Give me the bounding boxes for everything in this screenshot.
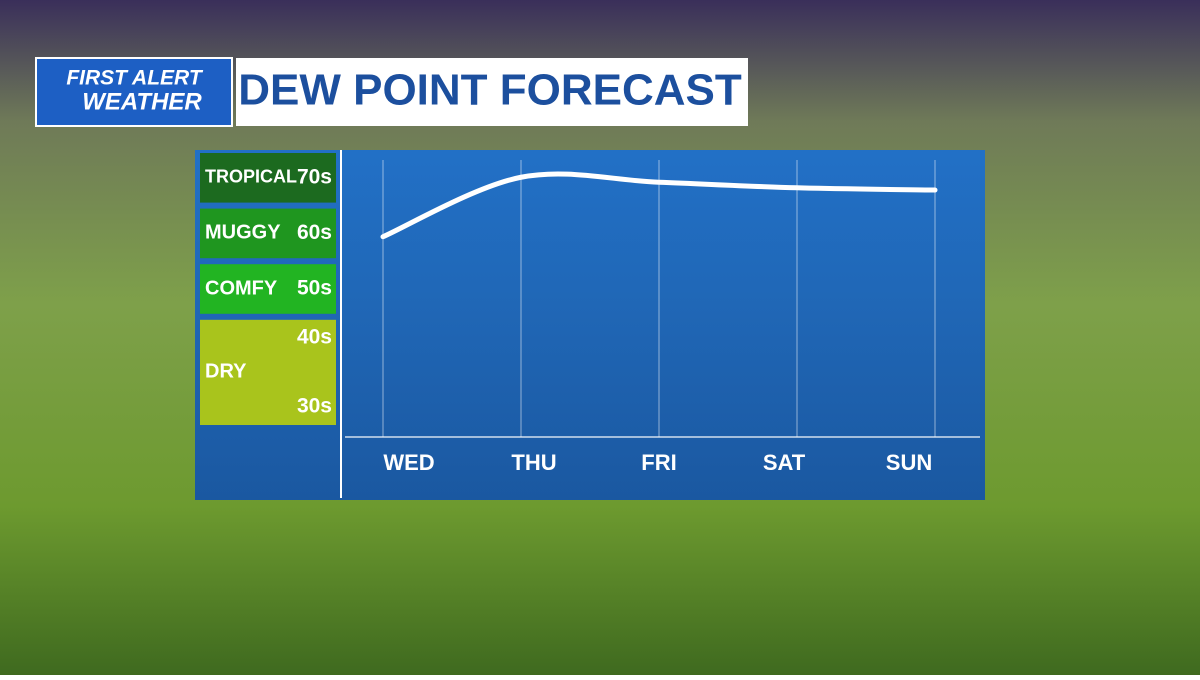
band-name: MUGGY [205,222,281,244]
logo-text: FIRST ALERT [66,67,204,90]
logo-box [35,57,233,127]
band-label: 50s [297,277,332,300]
logo-text: WEATHER [82,88,202,115]
chart-title: DEW POINT FORECAST [238,66,742,115]
band [200,264,336,314]
band-name: DRY [205,361,247,383]
title-box [236,58,748,126]
band-label: 40s [297,325,332,348]
line [380,171,938,240]
band [200,208,336,259]
band-name: COMFY [205,277,278,299]
x-tick-label: SAT [763,450,806,475]
band-label: 30s [297,395,332,418]
x-tick-label: FRI [641,450,676,475]
band [200,319,336,425]
band-label: 60s [297,221,332,244]
band-label: 70s [297,165,332,188]
band [200,153,336,203]
band-name: TROPICAL [205,167,297,187]
x-tick-label: THU [511,450,556,475]
x-tick-label: WED [383,450,434,475]
x-tick-label: SUN [886,450,932,475]
